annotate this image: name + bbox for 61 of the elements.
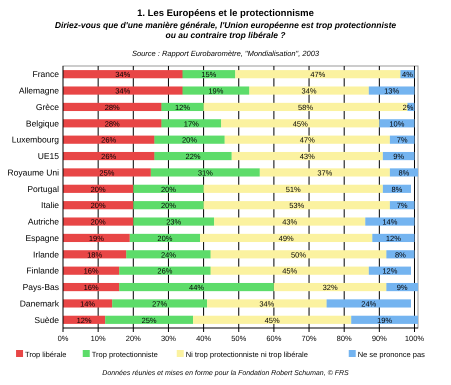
bar xyxy=(274,282,386,292)
bar xyxy=(112,299,208,308)
bar xyxy=(182,70,236,78)
bar xyxy=(63,102,162,112)
bar xyxy=(126,250,211,258)
y-tick-label: France xyxy=(32,69,60,80)
bar xyxy=(193,316,352,324)
y-tick-label: Grèce xyxy=(36,102,60,112)
bar xyxy=(221,119,380,128)
bar xyxy=(63,119,162,128)
y-tick-label: Danemark xyxy=(20,298,60,308)
bar xyxy=(63,316,106,324)
bar xyxy=(63,201,134,210)
bar xyxy=(63,168,151,177)
bar xyxy=(210,250,386,258)
y-tick-label: Luxembourg xyxy=(12,134,60,145)
bar xyxy=(207,299,327,308)
y-tick-label: Autriche xyxy=(28,216,60,227)
bar xyxy=(260,168,390,177)
bar xyxy=(224,136,390,144)
bar xyxy=(150,168,260,177)
bar xyxy=(351,316,418,324)
y-tick-label: Portugal xyxy=(27,184,60,194)
y-tick-label: Finlande xyxy=(26,266,60,276)
bar xyxy=(154,136,225,144)
y-tick-label: Italie xyxy=(41,200,60,210)
bar xyxy=(204,184,383,193)
y-tick-label: Espagne xyxy=(25,232,60,243)
bar xyxy=(105,316,194,324)
bar xyxy=(204,201,390,210)
bar xyxy=(200,234,372,242)
bar xyxy=(63,250,126,258)
bar xyxy=(326,299,411,308)
y-tick-label: Suède xyxy=(34,314,60,325)
bar xyxy=(235,70,400,78)
y-tick-label: Royaume Uni xyxy=(8,167,60,178)
bar xyxy=(232,152,383,160)
bar xyxy=(214,217,366,226)
bar xyxy=(119,282,274,292)
bar xyxy=(63,136,154,144)
bar xyxy=(63,70,183,78)
bar xyxy=(133,217,214,226)
bar xyxy=(161,119,222,128)
chart-subtitle: Diriez-vous que d'une manière générale, l'Union européenne est trop protectionniste ou au contraire trop libérale ? xyxy=(54,20,396,40)
bar xyxy=(63,266,120,275)
bar xyxy=(368,266,411,275)
bar xyxy=(63,152,154,160)
y-tick-label: Pays-Bas xyxy=(22,282,59,292)
bar xyxy=(133,184,204,193)
bar xyxy=(63,86,183,95)
y-tick-label: Irlande xyxy=(33,249,60,260)
bar xyxy=(154,152,232,160)
y-tick-label: Allemagne xyxy=(18,86,60,96)
y-tick-label: UE15 xyxy=(38,151,60,162)
bar xyxy=(210,266,369,275)
bar xyxy=(119,266,211,275)
bar xyxy=(133,201,204,210)
y-tick-label: Belgique xyxy=(26,118,60,128)
bar xyxy=(249,86,369,95)
bar xyxy=(63,184,134,193)
chart-title: 1. Les Européens et le protectionnisme xyxy=(137,8,314,19)
